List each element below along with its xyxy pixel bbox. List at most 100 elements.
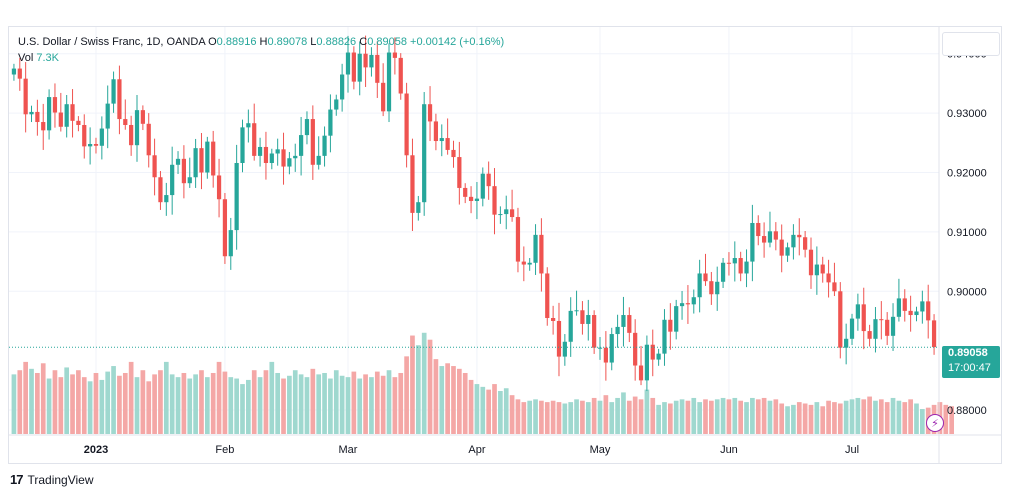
volume-bar xyxy=(714,399,720,434)
volume-bar xyxy=(486,389,491,434)
candle-body xyxy=(597,347,603,349)
brand-name: TradingView xyxy=(27,472,94,487)
candle-body xyxy=(791,234,796,248)
volume-bar xyxy=(826,400,831,434)
candle-body xyxy=(644,344,650,381)
candle-body xyxy=(761,236,767,243)
volume-bar xyxy=(808,404,814,434)
candle-body xyxy=(539,234,544,274)
candle-body xyxy=(269,153,274,163)
candle-body xyxy=(404,93,409,156)
volume-bar xyxy=(644,389,650,434)
volume-bar xyxy=(521,402,527,434)
candle-body xyxy=(187,177,192,184)
volume-bar xyxy=(914,403,919,434)
candle-body xyxy=(779,239,784,256)
candle-body xyxy=(691,297,696,305)
last-price-value: 0.89058 xyxy=(948,347,988,359)
volume-bar xyxy=(333,370,339,434)
candle-body xyxy=(257,146,263,156)
volume-bar xyxy=(228,377,234,434)
volume-bar xyxy=(457,368,462,434)
candle-body xyxy=(193,148,198,178)
volume-bar xyxy=(791,404,796,434)
volume-bar xyxy=(99,379,105,434)
candle-body xyxy=(345,52,351,75)
candle-body xyxy=(551,318,556,321)
volume-bar xyxy=(415,345,421,434)
volume-bar xyxy=(316,374,322,434)
volume-bar xyxy=(210,372,216,434)
candle-body xyxy=(82,124,87,147)
candle-body xyxy=(803,237,808,250)
candle-body xyxy=(844,338,849,348)
candle-body xyxy=(609,334,614,363)
volume-bar xyxy=(662,402,667,434)
candle-body xyxy=(246,123,251,128)
volume-bar xyxy=(404,356,409,434)
volume-label[interactable]: Vol xyxy=(18,52,34,64)
volume-bar xyxy=(380,375,386,434)
volume-bar xyxy=(240,384,245,434)
volume-bar xyxy=(896,400,902,434)
axes: 0.940000.930000.920000.910000.900000.880… xyxy=(9,27,1001,463)
volume-bar xyxy=(615,397,620,434)
volume-bar xyxy=(421,332,427,434)
volume-bar xyxy=(837,403,843,434)
candle-body xyxy=(52,97,58,113)
candle-body xyxy=(826,273,831,283)
candle-body xyxy=(814,264,819,276)
candle-body xyxy=(492,186,497,215)
low-label: L xyxy=(310,36,317,48)
candle-body xyxy=(334,99,339,110)
candle-body xyxy=(773,231,778,240)
lightning-icon[interactable]: ⚡ xyxy=(926,414,944,432)
volume-bar xyxy=(64,367,70,434)
volume-bar xyxy=(246,379,251,434)
candle-body xyxy=(468,196,474,202)
candle-body xyxy=(158,177,163,203)
volume-bar xyxy=(738,400,744,434)
chart-frame xyxy=(8,26,1002,464)
symbol-title[interactable]: U.S. Dollar / Swiss Franc, 1D, OANDA xyxy=(18,36,206,48)
volume-bar xyxy=(292,370,298,434)
volume-bar xyxy=(802,403,808,434)
candle-body xyxy=(873,319,878,339)
candle-body xyxy=(504,209,509,215)
volume-bar xyxy=(509,395,515,434)
candles xyxy=(9,35,939,392)
volume-bar xyxy=(40,363,46,434)
volume-bar xyxy=(761,397,767,434)
candle-body xyxy=(111,79,116,104)
tradingview-branding[interactable]: 17 TradingView xyxy=(10,472,94,487)
volume-bar xyxy=(515,399,521,434)
volume-bar xyxy=(574,399,579,434)
volume-bar xyxy=(902,402,908,434)
candle-body xyxy=(234,163,239,231)
volume-bar xyxy=(351,371,357,434)
candle-body xyxy=(287,158,292,167)
volume-bar xyxy=(17,370,23,434)
volume-value: 7.3K xyxy=(36,52,59,64)
open-label: O xyxy=(208,36,217,48)
volume-bar xyxy=(275,372,281,434)
candle-body xyxy=(498,214,503,216)
volume-bar xyxy=(134,377,140,434)
candle-body xyxy=(263,146,269,163)
candle-body xyxy=(931,320,937,348)
volume-bar xyxy=(773,399,779,434)
volume-bar xyxy=(128,361,134,434)
x-tick-label: Apr xyxy=(468,444,485,456)
volume-bar xyxy=(163,361,169,434)
volume-bars xyxy=(11,332,954,434)
volume-bar xyxy=(685,400,691,434)
volume-bar xyxy=(585,402,591,434)
volume-bar xyxy=(439,366,445,434)
candle-body xyxy=(527,262,532,265)
price-scale-button[interactable] xyxy=(942,32,1000,56)
volume-bar xyxy=(81,377,87,434)
candle-body xyxy=(890,316,896,336)
candle-body xyxy=(808,249,814,276)
volume-bar xyxy=(632,396,638,434)
